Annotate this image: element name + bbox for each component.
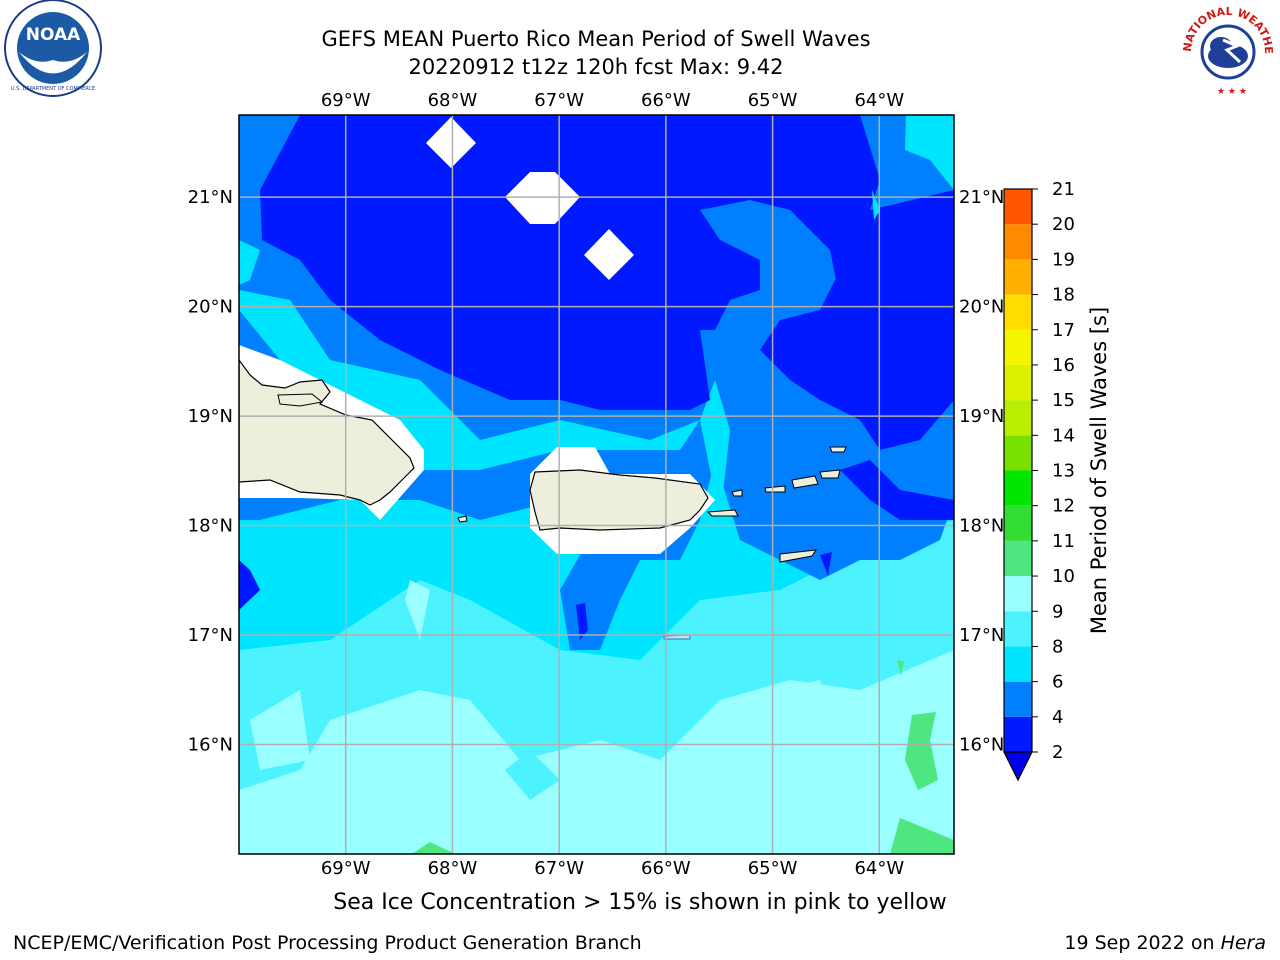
colorbar-tick-label: 20	[1052, 214, 1075, 235]
colorbar-tick-label: 16	[1052, 355, 1075, 376]
svg-text:U.S. DEPARTMENT OF COMMERCE: U.S. DEPARTMENT OF COMMERCE	[11, 86, 95, 92]
colorbar-segment	[1004, 224, 1032, 260]
colorbar-tick-label: 4	[1052, 707, 1063, 728]
colorbar-segment	[1004, 540, 1032, 577]
colorbar: 2 4 6 8 9 10 11 12 13 14 15 16 17 18 19 20 21 Mean Period…	[1003, 179, 1111, 782]
footer-host: Hera	[1220, 932, 1266, 954]
footer-credit: NCEP/EMC/Verification Post Processing Pr…	[13, 932, 642, 954]
colorbar-segment	[1004, 435, 1032, 471]
colorbar-tick-label: 12	[1052, 496, 1075, 517]
lat-label: 19°N	[959, 406, 1004, 427]
lon-label: 67°W	[534, 90, 584, 111]
lat-label: 18°N	[959, 516, 1004, 537]
lat-label: 20°N	[959, 297, 1004, 318]
colorbar-tick-label: 9	[1052, 601, 1063, 622]
colorbar-segment	[1004, 681, 1032, 717]
colorbar-tick-label: 6	[1052, 672, 1063, 693]
colorbar-tick-label: 8	[1052, 636, 1063, 657]
lat-label: 20°N	[188, 297, 233, 318]
lat-label: 21°N	[188, 187, 233, 208]
lon-label: 66°W	[641, 90, 691, 111]
colorbar-tick-label: 15	[1052, 390, 1075, 411]
sea-ice-note: Sea Ice Concentration > 15% is shown in …	[333, 890, 947, 915]
lat-label: 16°N	[959, 735, 1004, 756]
colorbar-segment	[1004, 259, 1032, 295]
lat-label: 17°N	[188, 625, 233, 646]
colorbar-tick-label: 11	[1052, 531, 1075, 552]
colorbar-tick-label: 10	[1052, 566, 1075, 587]
svg-text:★ ★ ★: ★ ★ ★	[1217, 87, 1247, 97]
chart-title: GEFS MEAN Puerto Rico Mean Period of Swe…	[321, 27, 871, 51]
lat-label: 17°N	[959, 625, 1004, 646]
lon-label: 68°W	[428, 858, 478, 879]
colorbar-segment	[1004, 470, 1032, 506]
lon-label: 65°W	[748, 90, 798, 111]
footer-date: 19 Sep 2022 on Hera	[1064, 932, 1266, 954]
lat-label: 21°N	[959, 187, 1004, 208]
colorbar-segment	[1004, 294, 1032, 330]
lat-label: 18°N	[188, 516, 233, 537]
lon-label: 65°W	[748, 858, 798, 879]
colorbar-tick-label: 13	[1052, 461, 1075, 482]
footer-date-text: 19 Sep 2022 on	[1064, 932, 1221, 954]
colorbar-tick-label: 14	[1052, 425, 1075, 446]
lon-label: 64°W	[854, 858, 904, 879]
colorbar-label: Mean Period of Swell Waves [s]	[1087, 307, 1111, 634]
colorbar-segment	[1004, 646, 1032, 682]
colorbar-segment	[1004, 189, 1032, 225]
lon-label: 67°W	[534, 858, 584, 879]
lat-label: 19°N	[188, 406, 233, 427]
colorbar-segment	[1004, 400, 1032, 436]
lon-label: 64°W	[854, 90, 904, 111]
colorbar-segment	[1004, 576, 1032, 612]
lon-label: 66°W	[641, 858, 691, 879]
svg-text:NOAA: NOAA	[26, 25, 81, 45]
lat-label: 16°N	[188, 735, 233, 756]
colorbar-segment	[1004, 364, 1032, 401]
lon-label: 69°W	[321, 90, 371, 111]
colorbar-segment	[1004, 716, 1032, 752]
colorbar-segment	[1004, 329, 1032, 365]
lon-label: 68°W	[428, 90, 478, 111]
colorbar-tick-label: 2	[1052, 742, 1063, 763]
map-frame	[238, 114, 955, 855]
colorbar-tick-label: 17	[1052, 320, 1075, 341]
colorbar-segment	[1004, 505, 1032, 541]
lon-label: 69°W	[321, 858, 371, 879]
nws-logo: NATIONAL WEATHER SERVICE ★ ★ ★	[1173, 0, 1279, 100]
colorbar-extend	[1003, 751, 1033, 782]
noaa-logo: NOAA U.S. DEPARTMENT OF COMMERCE	[2, 0, 104, 100]
colorbar-tick-label: 19	[1052, 249, 1075, 270]
colorbar-tick-label: 18	[1052, 285, 1075, 306]
colorbar-tick-label: 21	[1052, 179, 1075, 200]
chart-subtitle: 20220912 t12z 120h fcst Max: 9.42	[408, 55, 784, 79]
colorbar-segment	[1004, 611, 1032, 647]
